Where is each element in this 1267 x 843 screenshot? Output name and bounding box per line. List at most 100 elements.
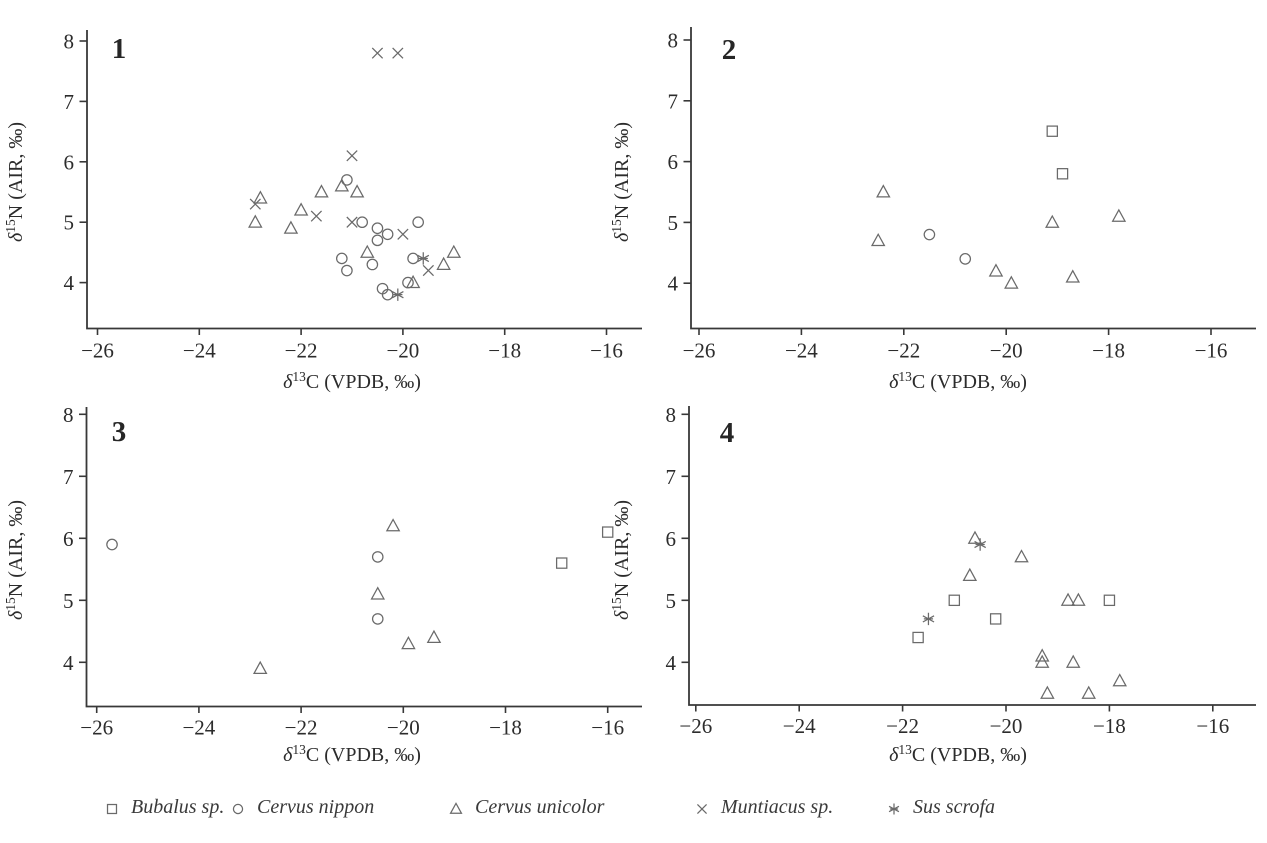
marker-cervus-nippon (371, 222, 384, 235)
panel-2: −26 −24 −22 −20 −18 −16 8 7 6 5 4 2 δ13C (VPDB, ‰) δ1… (609, 27, 1256, 393)
y-tick-label: 8 (666, 403, 677, 427)
marker-bubalus-sp (1056, 168, 1069, 180)
marker-cervus-unicolor (1014, 549, 1029, 563)
x-tick-label: −26 (683, 339, 716, 363)
legend-item-bubalus-sp: Bubalus sp. (102, 796, 224, 819)
x-icon (696, 803, 708, 814)
x-axis-title: δ13C (VPDB, ‰) (283, 369, 421, 393)
marker-cervus-unicolor (1071, 592, 1086, 606)
panel-number: 2 (722, 34, 737, 66)
x-tick-label: −18 (488, 339, 521, 363)
marker-cervus-nippon (959, 253, 972, 265)
marker-cervus-unicolor (314, 184, 329, 198)
x-tick-label: −22 (887, 339, 920, 363)
panel-4: −26 −24 −22 −20 −18 −16 8 7 6 5 4 4 δ13C (VPDB, ‰) δ1… (609, 403, 1256, 766)
marker-cervus-nippon (381, 228, 394, 241)
square-icon (106, 803, 118, 814)
marker-muntiacus-sp (392, 47, 404, 59)
marker-cervus-unicolor (349, 184, 365, 198)
legend-item-sus-scrofa: Sus scrofa (884, 796, 995, 819)
y-tick-label: 6 (64, 150, 75, 174)
y-tick-label: 7 (63, 465, 74, 489)
marker-bubalus-sp (1046, 125, 1059, 137)
marker-muntiacus-sp (371, 47, 384, 59)
y-tick-label: 7 (64, 90, 75, 114)
legend-item-muntiacus-sp: Muntiacus sp. (692, 796, 833, 819)
marker-sus-scrofa (417, 252, 430, 265)
marker-cervus-unicolor (1045, 214, 1060, 228)
y-tick-label: 8 (64, 30, 75, 54)
marker-cervus-unicolor (1034, 654, 1050, 668)
marker-bubalus-sp (948, 594, 961, 607)
marker-cervus-unicolor (1040, 685, 1055, 699)
marker-cervus-unicolor (401, 636, 416, 650)
y-tick-label: 4 (64, 271, 75, 295)
x-axis-title: δ13C (VPDB, ‰) (283, 742, 421, 766)
marker-cervus-unicolor (253, 190, 268, 204)
x-tick-label: −20 (990, 714, 1023, 738)
circle-icon (232, 803, 244, 814)
x-tick-label: −16 (1196, 714, 1229, 738)
marker-cervus-unicolor (248, 214, 263, 228)
x-tick-label: −20 (386, 339, 419, 363)
marker-cervus-unicolor (1111, 208, 1127, 222)
marker-sus-scrofa (391, 288, 404, 301)
marker-cervus-unicolor (876, 184, 891, 198)
axis-lines (688, 406, 1256, 706)
marker-sus-scrofa (974, 538, 987, 551)
marker-muntiacus-sp (696, 803, 708, 814)
y-axis-title: δ15N (AIR, ‰) (3, 500, 27, 620)
x-tick-label: −24 (183, 339, 216, 363)
marker-cervus-unicolor (870, 232, 886, 247)
marker-cervus-unicolor (283, 220, 299, 234)
y-tick-label: 4 (668, 272, 679, 296)
marker-cervus-nippon (381, 288, 394, 301)
y-tick-label: 5 (668, 211, 679, 235)
marker-cervus-unicolor (446, 244, 462, 258)
x-tick-label: −26 (80, 716, 113, 740)
y-tick-label: 4 (63, 651, 74, 675)
y-tick-label: 4 (666, 651, 677, 675)
y-tick-label: 8 (63, 403, 74, 427)
marker-cervus-nippon (407, 252, 419, 265)
legend-label: Muntiacus sp. (721, 796, 834, 818)
marker-cervus-nippon (371, 613, 384, 625)
marker-bubalus-sp (989, 613, 1002, 625)
x-tick-label: −16 (590, 339, 623, 363)
x-tick-label: −18 (1092, 339, 1125, 363)
marker-cervus-nippon (106, 538, 118, 551)
axis-lines (690, 27, 1256, 330)
scatter-plots: −26 −24 −22 −20 −18 −16 8 7 6 5 4 1 δ13C (VPDB, ‰) δ1… (3, 27, 1256, 766)
marker-cervus-unicolor (1112, 673, 1127, 687)
marker-bubalus-sp (106, 803, 118, 814)
y-tick-label: 6 (63, 527, 74, 551)
axis-lines (86, 30, 642, 330)
marker-muntiacus-sp (422, 264, 434, 277)
marker-muntiacus-sp (346, 216, 358, 228)
marker-muntiacus-sp (397, 228, 409, 240)
x-tick-label: −18 (489, 716, 522, 740)
marker-cervus-nippon (371, 234, 384, 247)
marker-cervus-unicolor (449, 801, 463, 814)
marker-bubalus-sp (912, 631, 924, 644)
legend-label: Sus scrofa (913, 796, 996, 818)
y-axis-title: δ15N (AIR, ‰) (609, 122, 633, 242)
x-tick-label: −26 (679, 714, 712, 738)
x-tick-label: −24 (182, 716, 215, 740)
x-tick-label: −24 (783, 714, 816, 738)
marker-cervus-unicolor (1004, 275, 1019, 289)
x-tick-label: −18 (1093, 714, 1126, 738)
marker-cervus-unicolor (370, 586, 386, 600)
marker-cervus-nippon (412, 216, 424, 229)
y-tick-label: 6 (666, 527, 677, 551)
x-tick-label: −22 (886, 714, 919, 738)
marker-cervus-nippon (923, 228, 936, 241)
marker-cervus-nippon (341, 174, 353, 186)
panel-number: 4 (720, 417, 735, 449)
marker-cervus-unicolor (436, 256, 451, 271)
y-tick-label: 8 (668, 29, 679, 53)
marker-cervus-unicolor (1065, 654, 1081, 668)
marker-bubalus-sp (601, 526, 614, 538)
x-axis-title: δ13C (VPDB, ‰) (889, 369, 1027, 393)
